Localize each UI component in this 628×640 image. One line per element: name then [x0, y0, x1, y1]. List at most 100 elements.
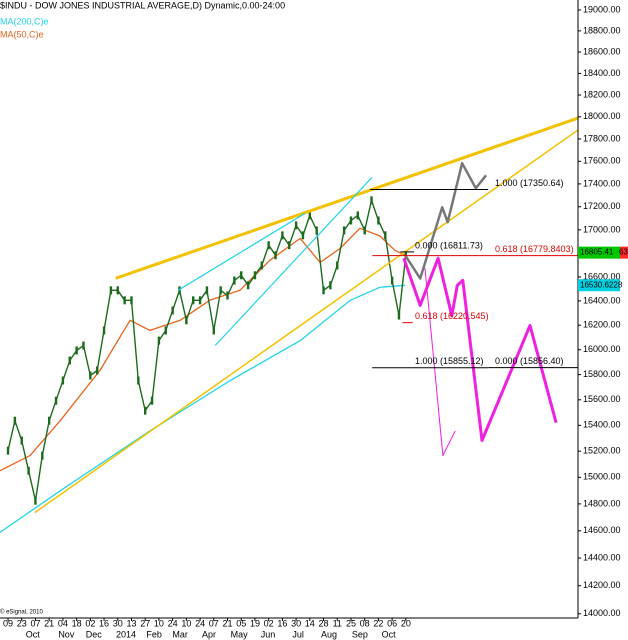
y-tick-label: 16000.00	[583, 344, 621, 354]
price-bar	[123, 296, 126, 305]
price-tag	[578, 246, 620, 259]
price-bar	[144, 406, 147, 415]
price-bar	[95, 366, 99, 375]
x-tick-label: 04	[58, 618, 68, 628]
price-bar	[260, 261, 264, 270]
month-label: Oct	[382, 629, 397, 639]
month-label: Nov	[58, 629, 75, 639]
x-tick-label: 14	[305, 618, 315, 628]
x-tick-label: 23	[17, 618, 27, 628]
price-bar	[13, 416, 17, 425]
drawing-line	[424, 268, 456, 457]
y-tick-label: 15600.00	[583, 394, 621, 404]
month-label: Dec	[86, 629, 103, 639]
month-label: Feb	[146, 629, 162, 639]
drawing-line	[404, 161, 488, 280]
x-tick-label: 21	[223, 618, 233, 628]
x-tick-label: 07	[30, 618, 40, 628]
x-tick-label: 02	[85, 618, 95, 628]
price-bar	[301, 231, 305, 240]
drawing-line	[34, 129, 578, 514]
y-tick-label: 16600.00	[583, 271, 621, 281]
price-bar	[384, 231, 387, 240]
price-bar	[116, 286, 119, 295]
price-bar	[240, 271, 243, 280]
drawing-line	[177, 212, 306, 291]
price-bar	[322, 286, 325, 295]
price-bar	[363, 226, 366, 235]
x-tick-label: 20	[401, 618, 411, 628]
y-tick-label: 17200.00	[583, 201, 621, 211]
drawing-line	[115, 116, 578, 280]
price-bar	[137, 376, 140, 385]
fib-label: 0.000 (16811.73)	[415, 240, 483, 250]
price-bar	[47, 416, 51, 425]
y-tick-label: 18400.00	[583, 68, 621, 78]
price-bar	[246, 281, 250, 290]
y-tick-label: 19000.00	[583, 4, 621, 14]
price-bar	[253, 271, 257, 280]
price-bar	[315, 226, 318, 235]
x-tick-label: 08	[360, 618, 370, 628]
x-tick-label: 10	[154, 618, 164, 628]
price-bar	[342, 226, 346, 235]
month-label: Oct	[26, 629, 41, 639]
month-label: May	[231, 629, 249, 639]
price-bar	[164, 326, 167, 335]
price-bar	[150, 396, 154, 405]
y-tick-label: 18600.00	[583, 46, 621, 56]
x-tick-label: 10	[181, 618, 191, 628]
fib-label: 0.618 (16779.8403)	[495, 244, 574, 254]
y-tick-label: 17000.00	[583, 224, 621, 234]
price-bar	[192, 296, 195, 305]
month-label: Sep	[352, 629, 368, 639]
month-label: Jun	[261, 629, 276, 639]
y-tick-label: 18000.00	[583, 111, 621, 121]
price-bar	[82, 341, 85, 350]
y-tick-label: 15200.00	[583, 446, 621, 456]
price-bar	[281, 231, 284, 240]
price-bar	[226, 291, 229, 300]
x-tick-label: 02	[264, 618, 274, 628]
x-tick-label: 21	[44, 618, 54, 628]
legend-entry: MA(50,C)e	[0, 29, 44, 39]
month-label: Jul	[292, 629, 304, 639]
price-bar	[89, 371, 92, 380]
price-bar	[198, 296, 202, 305]
price-bar	[6, 446, 10, 455]
x-tick-label: 24	[195, 618, 205, 628]
x-tick-label: 06	[387, 618, 397, 628]
price-bar	[109, 286, 113, 295]
edge-tag	[620, 246, 628, 259]
price-tag	[578, 279, 620, 292]
edge-tag-label: 63	[619, 248, 628, 257]
month-label: 2014	[116, 629, 136, 639]
price-tag-label: 16805.41	[580, 248, 614, 257]
x-tick-label: 11	[333, 618, 342, 628]
ma-line	[0, 284, 406, 534]
price-bar	[356, 211, 360, 220]
price-bar	[397, 311, 401, 320]
y-tick-label: 16200.00	[583, 320, 621, 330]
price-bar	[61, 376, 65, 385]
price-bar	[75, 346, 78, 355]
y-tick-label: 17600.00	[583, 156, 621, 166]
x-tick-label: 27	[140, 618, 150, 628]
x-tick-label: 28	[319, 618, 329, 628]
x-tick-label: 07	[209, 618, 219, 628]
footer: © eSignal, 2010	[0, 609, 43, 616]
y-tick-label: 14800.00	[583, 498, 621, 508]
price-bar	[41, 451, 44, 460]
price-bar	[288, 241, 291, 250]
plot-area	[0, 116, 578, 534]
price-bar	[178, 286, 181, 295]
price-tag-label: 16530.6228	[580, 280, 623, 289]
y-tick-label: 15800.00	[583, 369, 621, 379]
price-bar	[390, 276, 394, 285]
y-tick-label: 18200.00	[583, 89, 621, 99]
price-bar	[102, 326, 106, 335]
price-bar	[171, 306, 174, 315]
x-tick-label: 22	[373, 618, 383, 628]
